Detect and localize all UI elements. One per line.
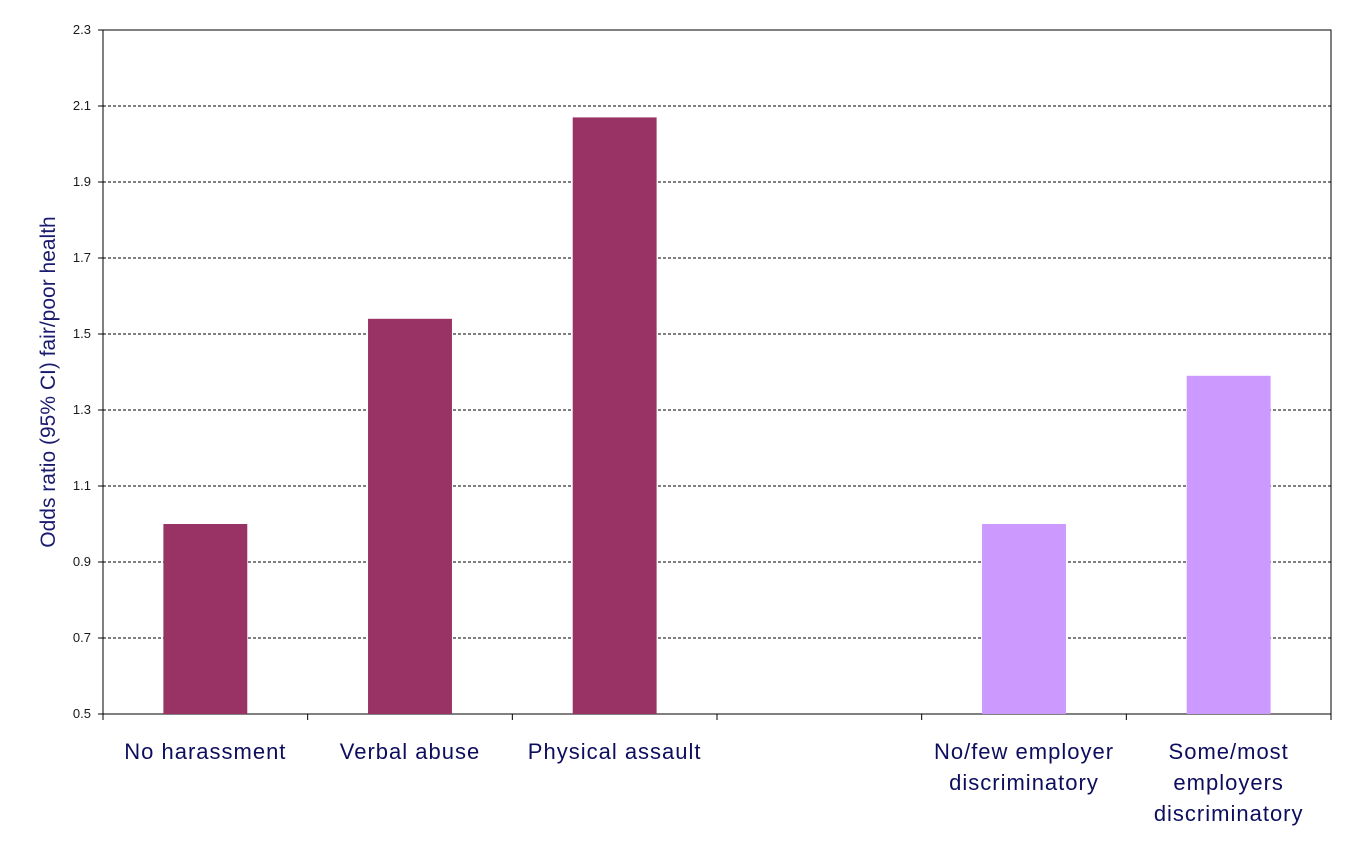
x-category-label: Physical assault [528,739,702,764]
y-tick-label: 0.5 [73,706,91,721]
axes [98,29,1332,720]
bar [368,318,452,714]
bar [572,117,657,714]
bars [163,117,1271,714]
x-category-label: Verbal abuse [340,739,480,764]
y-tick-label: 2.1 [73,98,91,113]
labels: 0.5 0.7 0.9 1.1 1.3 1.5 1.7 1.9 2.1 2.3 No harassm… [73,22,1304,826]
x-category-label: employers [1173,770,1283,795]
x-category-label: Some/most [1169,739,1289,764]
plot-area [102,29,1332,715]
y-tick-label: 2.3 [73,22,91,37]
y-tick-label: 1.1 [73,478,91,493]
bar [163,524,248,714]
y-tick-label: 1.9 [73,174,91,189]
y-tick-label: 1.3 [73,402,91,417]
bar [1186,375,1271,714]
y-tick-label: 1.5 [73,326,91,341]
bar [982,524,1066,714]
y-tick-label: 0.7 [73,630,91,645]
x-category-label: discriminatory [949,770,1099,795]
x-category-label: No/few employer [934,739,1114,764]
y-axis-label: Odds ratio (95% CI) fair/poor health [37,216,60,548]
y-tick-label: 1.7 [73,250,91,265]
x-category-label: discriminatory [1154,801,1304,826]
x-category-label: No harassment [124,739,286,764]
y-tick-label: 0.9 [73,554,91,569]
